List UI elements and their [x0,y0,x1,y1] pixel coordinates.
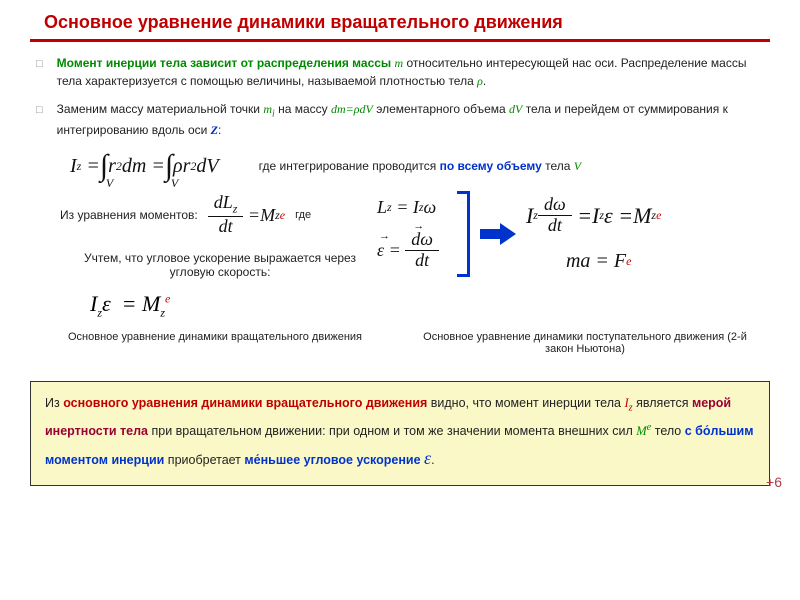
eq-rotational: Izε = Mze [90,291,170,320]
caption-left: Основное уравнение динамики вращательног… [30,331,400,355]
b2-t5: : [218,123,221,137]
box-Iz: Iz [624,396,632,410]
b1-dot: . [483,74,486,88]
bullet-1: □ Момент инерции тела зависит от распред… [36,54,770,90]
b2-t2: на массу [275,102,331,116]
derivation-area: Из уравнения моментов: dLzdt = Mze где У… [30,193,770,373]
summary-box: Из основного уравнения динамики вращател… [30,381,770,485]
eq-eps: ε = dωdt [377,230,439,271]
eq-dLdt: dLzdt = Mze [208,193,285,237]
b1-verb: зависит от распределения массы [187,56,395,70]
bullet-icon: □ [36,102,43,119]
box-Me: Me [636,424,651,438]
b1-lead: Момент инерции тела [57,56,187,70]
bullet-2: □ Заменим массу материальной точки mi на… [36,100,770,139]
caption-right: Основное уравнение динамики поступательн… [400,331,770,355]
b1-m: m [395,56,404,70]
b2-mi: mi [263,102,274,116]
page-number: +6 [766,474,782,490]
bullet-icon: □ [36,56,43,73]
bracket-icon [457,191,470,277]
b2-t3: элементарного объема [373,102,509,116]
integral-row: Iz = ∫V r2dm = ∫V ρr2dV где интегрирован… [70,149,770,183]
page-title: Основное уравнение динамики вращательног… [44,12,770,33]
arrow-icon [480,221,516,247]
moments-label: Из уравнения моментов: [60,208,198,222]
where-label: где [295,209,311,221]
ang-acc-label: Учтем, что угловое ускорение выражается … [60,251,380,279]
b2-dm: dm=ρdV [331,102,373,116]
b2-dV: dV [509,102,522,116]
eq-newton: ma = Fe [566,250,632,273]
eq-main: Iz dωdt = Izε = Mze [526,195,661,236]
eq-integral: Iz = ∫V r2dm = ∫V ρr2dV [70,149,219,183]
integral-note: где интегрирование проводится по всему о… [259,159,581,174]
b2-t1: Заменим массу материальной точки [57,102,264,116]
eq-Lz: Lz = Izω [377,197,439,218]
b2-Z: Z [211,123,218,137]
title-underline [30,39,770,42]
